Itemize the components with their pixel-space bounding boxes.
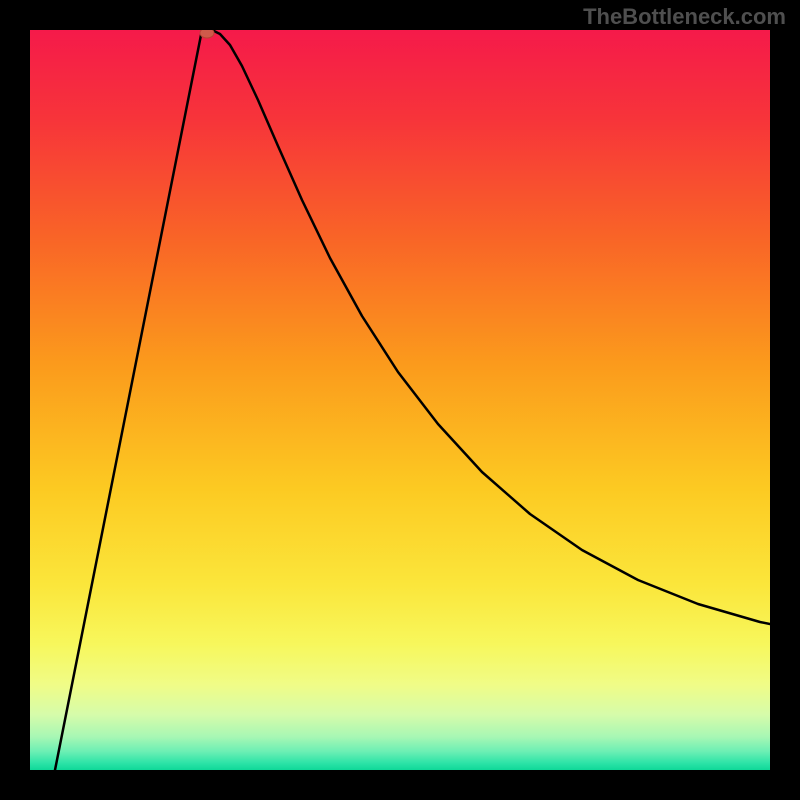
plot-background-gradient bbox=[30, 30, 770, 770]
plot-area bbox=[30, 30, 770, 770]
chart-frame: TheBottleneck.com bbox=[0, 0, 800, 800]
watermark-text: TheBottleneck.com bbox=[583, 4, 786, 30]
